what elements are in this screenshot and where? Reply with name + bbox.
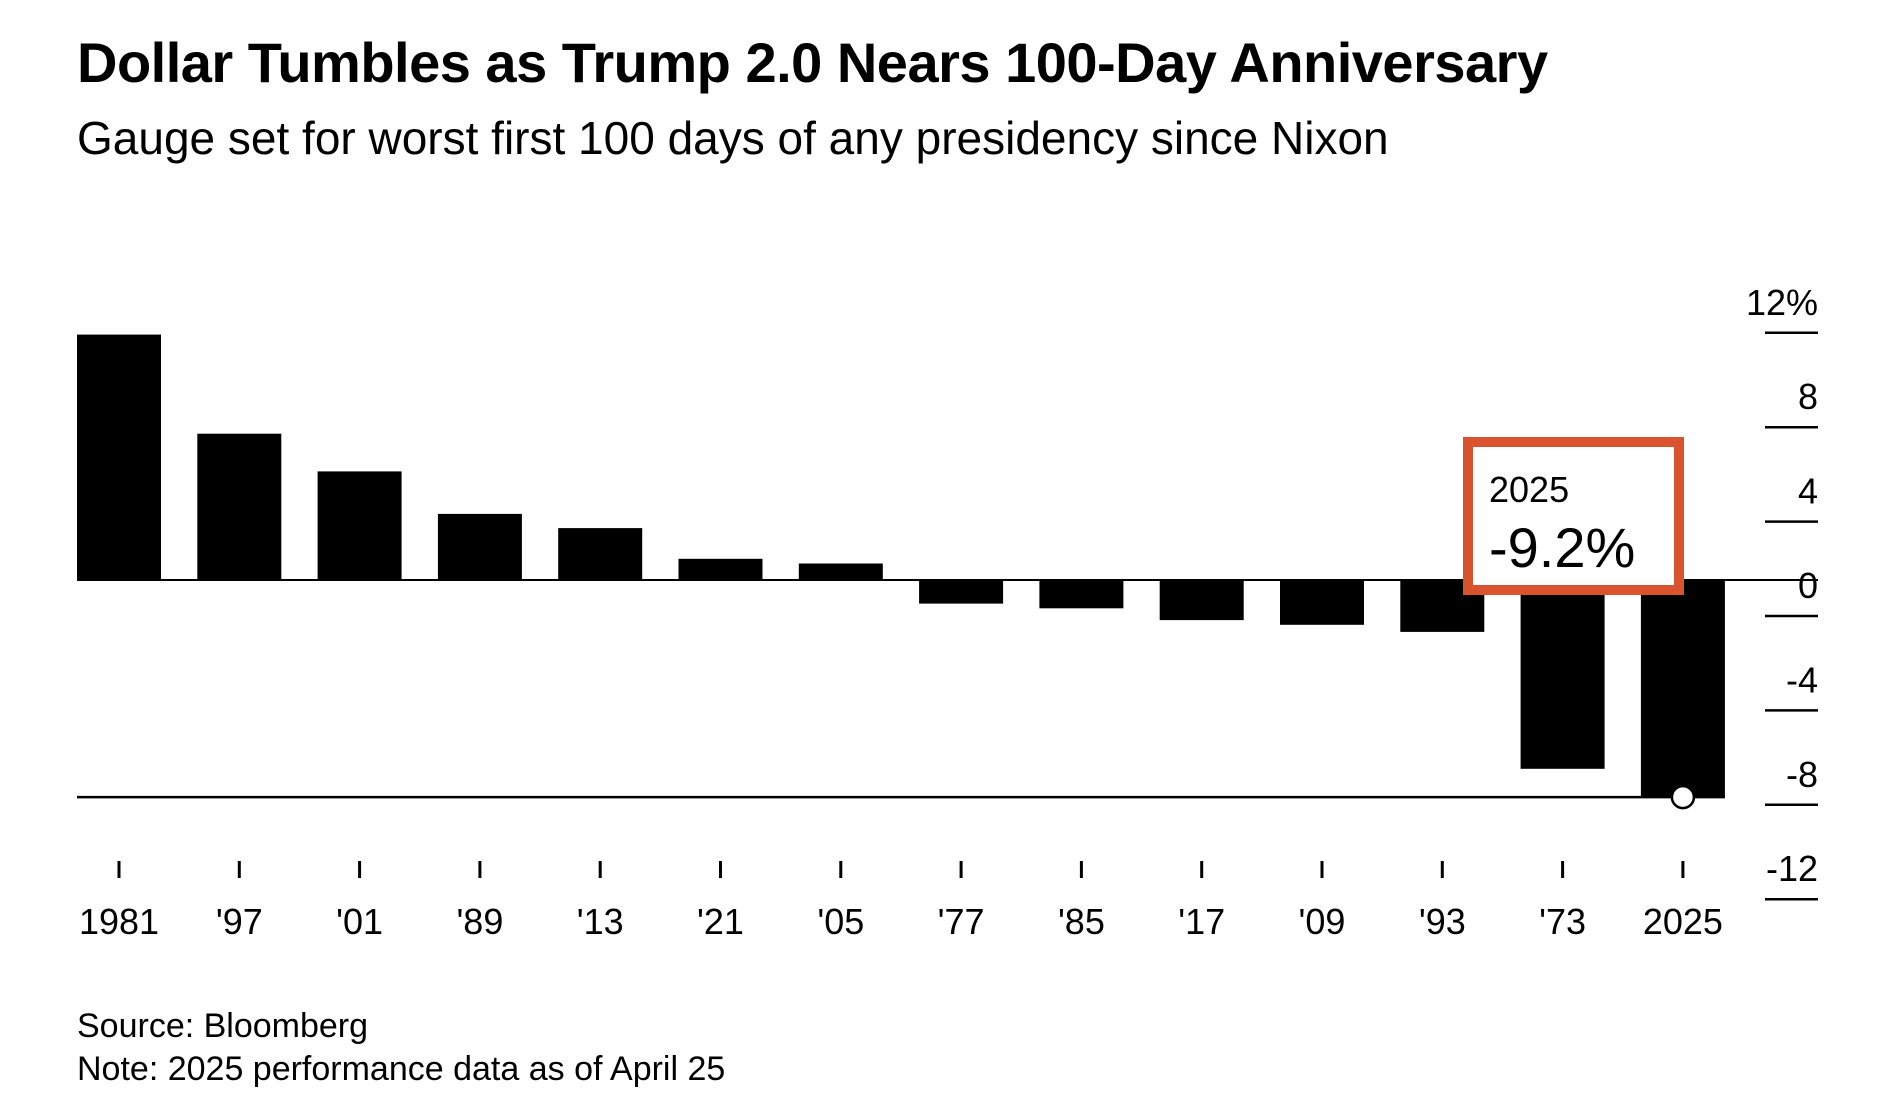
x-tick-label: '97	[216, 901, 263, 942]
annotation-group: 2025 -9.2%	[1463, 437, 1696, 810]
bar-89	[437, 513, 522, 580]
x-tick-label: '21	[697, 901, 744, 942]
chart-subtitle: Gauge set for worst first 100 days of an…	[77, 112, 1389, 164]
y-tick-label: -12	[1766, 848, 1818, 889]
bar-73	[1520, 580, 1605, 769]
x-tick-label: '85	[1058, 901, 1105, 942]
y-tick-label: 8	[1798, 376, 1818, 417]
x-tick-label: '89	[456, 901, 503, 942]
bar-05	[798, 563, 883, 580]
annotation-box	[1463, 437, 1684, 595]
x-tick-label: '13	[577, 901, 624, 942]
chart-title: Dollar Tumbles as Trump 2.0 Nears 100-Da…	[77, 31, 1548, 94]
x-tick-label: '93	[1419, 901, 1466, 942]
bar-2025	[1640, 580, 1725, 798]
y-tick-label: 0	[1798, 565, 1818, 606]
bar-09	[1280, 580, 1364, 625]
bar-17	[1159, 580, 1244, 621]
bar-1981	[77, 334, 161, 580]
bar-97	[197, 433, 282, 580]
bar-chart: 12% 8 4 0 -4 -8 -12 1981 '97 '01 '89 '13 '21 '05 '77 '…	[77, 282, 1818, 942]
x-tick-label: '73	[1539, 901, 1586, 942]
x-tick-label: '17	[1178, 901, 1225, 942]
x-tick-label: '05	[817, 901, 864, 942]
footnote: Note: 2025 performance data as of April …	[77, 1050, 726, 1088]
bar-77	[919, 580, 1004, 604]
bar-85	[1039, 580, 1124, 609]
bar-21	[678, 558, 763, 580]
bar-13	[558, 528, 643, 580]
y-tick-label: 4	[1798, 471, 1818, 512]
y-tick-label: -4	[1786, 659, 1818, 700]
x-tick-label: 2025	[1643, 901, 1723, 942]
x-tick-label: '09	[1299, 901, 1346, 942]
bar-01	[317, 471, 402, 580]
x-tick-label: 1981	[79, 901, 159, 942]
y-tick-label: -8	[1786, 754, 1818, 795]
x-tick-label: '01	[336, 901, 383, 942]
annotation-value: -9.2%	[1489, 516, 1635, 579]
y-tick-label: 12%	[1746, 282, 1818, 323]
source-note: Source: Bloomberg	[77, 1007, 369, 1045]
highlight-marker	[1670, 784, 1696, 810]
annotation-label: 2025	[1489, 469, 1569, 510]
bars-group	[77, 334, 1725, 798]
x-tick-label: '77	[938, 901, 985, 942]
x-axis: 1981 '97 '01 '89 '13 '21 '05 '77 '85 '17 '09 '93 '73…	[79, 861, 1723, 942]
